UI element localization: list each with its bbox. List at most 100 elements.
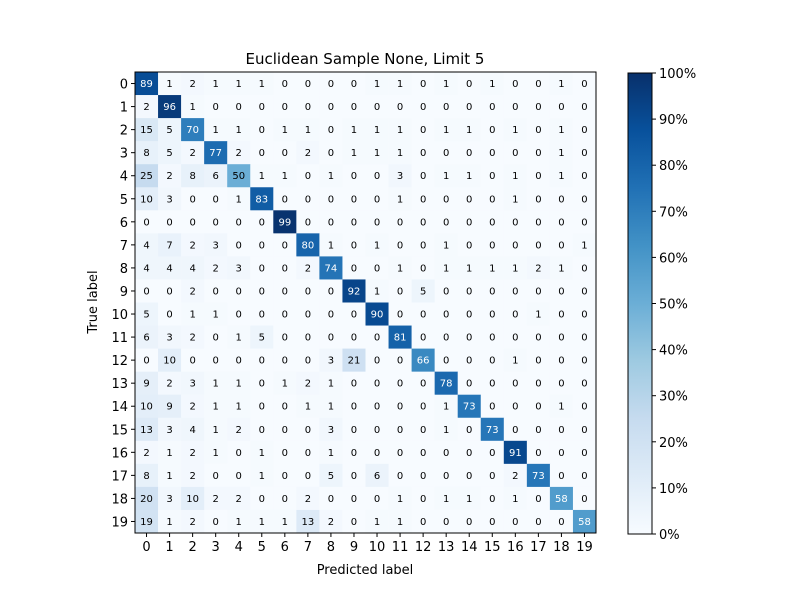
cell-value-label: 1 xyxy=(512,494,518,505)
heatmap-cell xyxy=(388,371,412,395)
cell-value-label: 5 xyxy=(166,125,172,136)
cell-value-label: 1 xyxy=(259,171,265,182)
y-tick-label: 18 xyxy=(111,492,128,507)
heatmap-cell xyxy=(181,394,205,419)
cell-value-label: 0 xyxy=(397,240,403,251)
heatmap-cell xyxy=(250,210,274,234)
heatmap-cell xyxy=(250,417,274,442)
heatmap-cell xyxy=(204,72,228,96)
cell-value-label: 0 xyxy=(558,310,564,321)
heatmap-cell xyxy=(365,233,389,257)
cell-value-label: 0 xyxy=(558,194,564,205)
heatmap-cell xyxy=(526,371,551,395)
cell-value-label: 0 xyxy=(259,356,265,367)
cell-value-label: 1 xyxy=(166,79,172,90)
heatmap-cell xyxy=(227,394,251,419)
cell-value-label: 3 xyxy=(328,425,334,436)
cell-value-label: 0 xyxy=(282,310,288,321)
cell-value-label: 2 xyxy=(189,240,195,251)
cell-value-label: 0 xyxy=(397,102,403,113)
cell-value-label: 0 xyxy=(236,471,242,482)
cell-value-label: 8 xyxy=(143,471,149,482)
heatmap-cell xyxy=(296,417,320,442)
heatmap-cell xyxy=(227,210,251,234)
cell-value-label: 0 xyxy=(351,379,357,390)
cell-value-label: 1 xyxy=(397,494,403,505)
heatmap-cell xyxy=(250,141,274,165)
cell-value-label: 1 xyxy=(489,263,495,274)
cell-value-label: 5 xyxy=(328,471,334,482)
heatmap-cell xyxy=(411,394,435,419)
cell-value-label: 10 xyxy=(140,194,153,205)
cell-value-label: 0 xyxy=(259,217,265,228)
cell-value-label: 0 xyxy=(512,333,518,344)
heatmap-cell xyxy=(457,187,482,211)
cell-value-label: 0 xyxy=(397,425,403,436)
cell-value-label: 1 xyxy=(374,148,380,159)
heatmap-cell xyxy=(503,279,528,303)
heatmap-cell xyxy=(135,440,159,465)
cell-value-label: 0 xyxy=(466,448,472,459)
heatmap-cell xyxy=(319,417,343,442)
cell-value-label: 0 xyxy=(581,471,587,482)
heatmap-cell xyxy=(273,509,297,534)
heatmap-cell xyxy=(526,72,551,96)
heatmap-cell xyxy=(503,417,528,442)
heatmap-cell xyxy=(411,302,435,326)
heatmap-cell xyxy=(204,141,228,165)
heatmap-cell xyxy=(457,463,482,488)
cell-value-label: 70 xyxy=(186,125,199,136)
cell-value-label: 0 xyxy=(535,379,541,390)
heatmap-cell xyxy=(457,256,482,280)
heatmap-cell xyxy=(342,463,366,488)
cell-value-label: 1 xyxy=(328,402,334,413)
cell-value-label: 0 xyxy=(305,356,311,367)
cell-value-label: 0 xyxy=(328,333,334,344)
heatmap-cell xyxy=(365,325,389,349)
cell-value-label: 2 xyxy=(143,448,149,459)
heatmap-cell xyxy=(135,256,159,280)
cell-value-label: 13 xyxy=(302,517,315,528)
cell-value-label: 0 xyxy=(397,217,403,228)
heatmap-cell xyxy=(273,417,297,442)
heatmap-cell xyxy=(434,164,458,188)
heatmap-cell xyxy=(526,348,551,372)
heatmap-cell xyxy=(572,279,597,303)
cell-value-label: 2 xyxy=(328,517,334,528)
heatmap-cell xyxy=(549,279,574,303)
heatmap-cell xyxy=(181,302,205,326)
heatmap-cell xyxy=(204,302,228,326)
heatmap-cell xyxy=(273,118,297,142)
heatmap-cell xyxy=(204,256,228,280)
heatmap-cell xyxy=(549,348,574,372)
cell-value-label: 0 xyxy=(328,148,334,159)
cell-value-label: 3 xyxy=(166,194,172,205)
heatmap-cell xyxy=(503,118,528,142)
heatmap-cell xyxy=(388,463,412,488)
cell-value-label: 1 xyxy=(236,333,242,344)
heatmap-cell xyxy=(388,141,412,165)
heatmap-cell xyxy=(503,187,528,211)
cell-value-label: 1 xyxy=(259,517,265,528)
heatmap-cell xyxy=(204,187,228,211)
cell-value-label: 0 xyxy=(374,402,380,413)
heatmap-cell xyxy=(388,187,412,211)
cell-value-label: 2 xyxy=(189,333,195,344)
heatmap-cell xyxy=(296,486,320,511)
heatmap-cell xyxy=(158,72,182,96)
cell-value-label: 0 xyxy=(489,286,495,297)
heatmap-cell xyxy=(503,233,528,257)
cell-value-label: 0 xyxy=(466,217,472,228)
heatmap-cell xyxy=(158,95,182,119)
heatmap-cell xyxy=(319,141,343,165)
heatmap-cell xyxy=(572,463,597,488)
heatmap-cell xyxy=(273,325,297,349)
x-tick-label: 15 xyxy=(484,540,501,555)
cell-value-label: 91 xyxy=(509,448,522,459)
cell-value-label: 0 xyxy=(212,356,218,367)
heatmap-cell xyxy=(457,440,482,465)
heatmap-cell xyxy=(158,210,182,234)
y-tick-label: 19 xyxy=(111,515,128,530)
cell-value-label: 2 xyxy=(212,263,218,274)
cell-value-label: 0 xyxy=(236,310,242,321)
